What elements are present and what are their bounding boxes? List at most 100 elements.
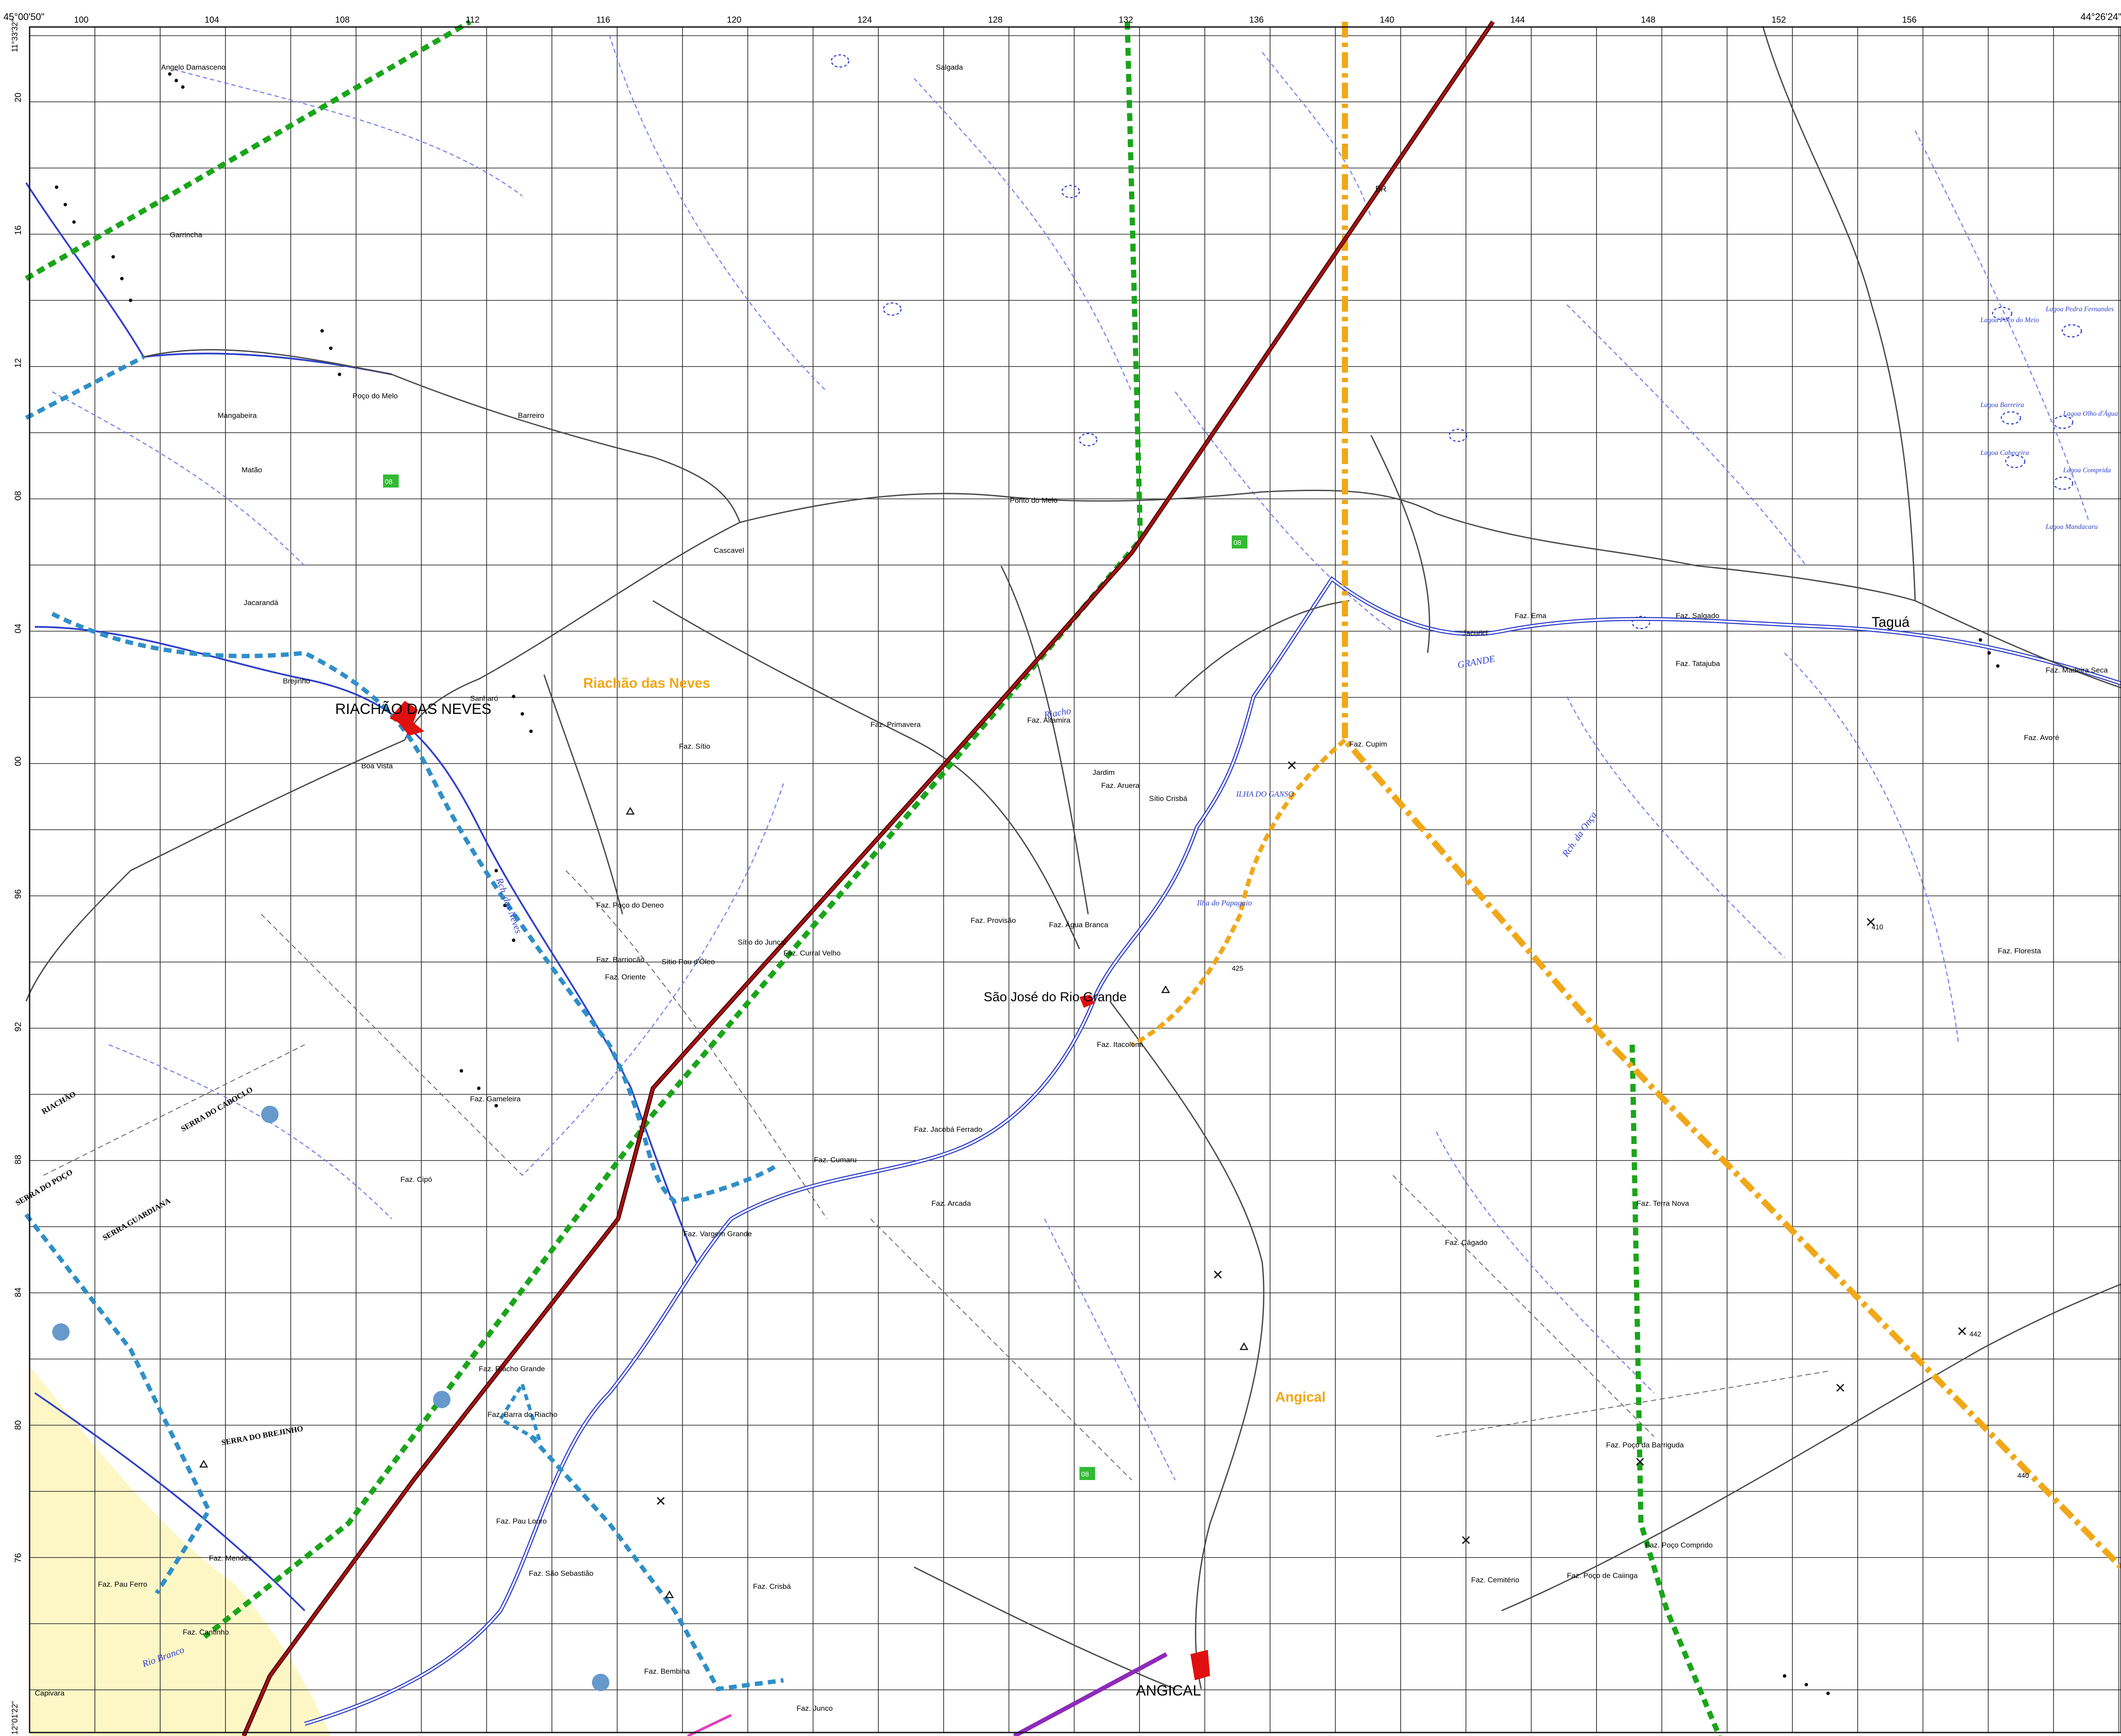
locality-label: Faz. Cipó — [400, 1175, 432, 1184]
locality-label: Sanharó — [470, 694, 498, 703]
locality-label: Jacurici — [1462, 629, 1488, 637]
top-tick-labels: 100 104 108 112 116 120 124 128 132 136 140 144 148 1… — [74, 15, 1916, 25]
left-tick-label: 76 — [13, 1553, 23, 1563]
lagoa-label: Lagoa Barreira — [1980, 401, 2024, 409]
locality-label: Brejinho — [283, 677, 310, 685]
left-tick-label: 08 — [13, 491, 23, 501]
administrative-boundaries — [24, 19, 2121, 1736]
locality-label: Faz. Oriente — [605, 973, 646, 981]
locality-labels: Angelo Damasceno Garrincha Poço do Melo … — [35, 63, 2108, 1712]
left-tick-label: 84 — [13, 1288, 23, 1297]
spot-height: 425 — [1232, 965, 1244, 972]
lagoa-label: Lagoa Comprida — [2063, 467, 2111, 474]
spot-height: 442 — [1970, 1331, 1981, 1338]
locality-label: Poço do Melo — [353, 392, 398, 400]
locality-label: Faz. Itacolomi — [1097, 1040, 1143, 1049]
blue-badge — [433, 1391, 450, 1408]
island-labels: ILHA DO GANSO Ilha do Papagaio — [1197, 790, 1294, 907]
left-tick-label: 96 — [13, 889, 23, 899]
x-markers — [656, 761, 1966, 1544]
lagoa-label: Lagoa Pedra Fernandes — [2045, 306, 2114, 313]
locality-label: Faz. Água Branca — [1049, 921, 1109, 929]
city-label-tagua: Taguá — [1872, 614, 1909, 630]
locality-label: Matão — [242, 466, 262, 474]
locality-label: Faz. Tatajuba — [1676, 659, 1720, 668]
municipality-label-angical: Angical — [1275, 1389, 1326, 1405]
road-label: BR — [1375, 185, 1386, 193]
corner-label-left-top: 11°33'32" — [10, 19, 19, 52]
locality-label: Faz. Poço do Deneo — [596, 901, 664, 909]
road-labels: BR 08 08 08 — [385, 185, 1386, 1478]
island-label: ILHA DO GANSO — [1236, 790, 1294, 798]
top-tick-label: 108 — [335, 15, 350, 25]
locality-label: Faz. Terra Nova — [1637, 1199, 1689, 1208]
top-tick-label: 136 — [1249, 15, 1264, 25]
locality-label: Faz. Crisbá — [753, 1582, 791, 1591]
locality-label: Faz. Ema — [1515, 612, 1546, 620]
left-tick-label: 80 — [13, 1420, 23, 1430]
green-badge — [1232, 535, 1247, 548]
left-tick-label: 88 — [13, 1155, 23, 1164]
locality-label: Cascavel — [714, 546, 744, 555]
locality-label: Angelo Damasceno — [161, 63, 225, 71]
locality-label: Faz. Junco — [797, 1704, 833, 1712]
city-label-riachao: RIACHÃO DAS NEVES — [335, 701, 491, 717]
locality-label: Faz. Floresta — [1998, 947, 2041, 955]
urban-sao-jose — [1079, 995, 1095, 1008]
green-badge — [383, 474, 399, 488]
route-badges — [52, 474, 1247, 1691]
spot-markers — [199, 807, 1249, 1598]
badge-label: 08 — [385, 478, 393, 486]
locality-label: Jardim — [1092, 768, 1115, 777]
top-tick-label: 128 — [988, 15, 1002, 25]
locality-label: Garrincha — [170, 231, 202, 239]
purple-road — [1013, 1652, 1168, 1736]
locality-label: Faz. Poço de Caiinga — [1567, 1571, 1638, 1580]
locality-label: Faz. Altamira — [1027, 716, 1071, 724]
locality-label: Faz. Avoré — [2024, 733, 2059, 742]
spot-height: 440 — [2017, 1472, 2029, 1480]
corner-label-top-right: 44°26'24" — [2081, 11, 2121, 22]
locality-label: Faz. Arcada — [931, 1199, 971, 1208]
locality-label: Faz. Riacho Grande — [479, 1365, 545, 1373]
locality-label: Faz. Poço Comprido — [1645, 1541, 1713, 1549]
locality-label: Faz. Madeira Seca — [2046, 666, 2108, 674]
left-tick-label: 92 — [13, 1022, 23, 1032]
green-badge — [1079, 1467, 1095, 1480]
left-tick-label: 00 — [13, 757, 23, 766]
locality-label: Faz. Cumaru — [814, 1156, 857, 1164]
spot-height: 410 — [1872, 924, 1883, 931]
top-tick-label: 148 — [1641, 15, 1655, 25]
locality-label: Faz. Cágado — [1445, 1238, 1487, 1247]
roads — [25, 26, 2121, 1690]
locality-label: Faz. Bembina — [644, 1667, 690, 1675]
locality-label: Faz. Aruera — [1101, 781, 1139, 790]
locality-label: Capivara — [35, 1689, 65, 1697]
top-tick-label: 112 — [466, 15, 480, 25]
left-tick-label: 20 — [13, 93, 23, 102]
locality-label: Sítio do Juncal — [738, 938, 787, 946]
locality-label: Faz. Provisão — [971, 916, 1016, 925]
left-tick-labels: 20 16 12 08 04 00 96 92 88 84 80 76 — [13, 93, 23, 1563]
top-tick-label: 116 — [596, 15, 610, 25]
locality-label: Jacarandá — [244, 599, 279, 607]
island-label: Ilha do Papagaio — [1197, 898, 1252, 907]
locality-label: Faz. Vargem Grande — [683, 1230, 752, 1238]
top-tick-label: 120 — [727, 15, 741, 25]
lagoas — [830, 54, 2082, 629]
left-tick-label: 12 — [13, 358, 23, 368]
top-tick-label: 100 — [74, 15, 88, 25]
locality-label: Faz. Primavera — [871, 720, 921, 729]
locality-label: Faz. Curral Velho — [783, 949, 840, 957]
corner-label-left-bottom: 12°01'22" — [10, 1701, 19, 1735]
locality-label: Sítio Crisbá — [1149, 794, 1187, 803]
blue-badge — [52, 1323, 70, 1341]
lagoa-labels: Lagoa Poço do Meio Lagoa Pedra Fernandes… — [1980, 306, 2118, 531]
stream-network — [52, 34, 2090, 1480]
left-tick-label: 04 — [13, 624, 23, 633]
municipality-label-riachao: Riachão das Neves — [583, 675, 710, 691]
locality-label: Faz. Pau Louro — [496, 1517, 547, 1525]
lagoa-label: Lagoa Cabeceira — [1980, 449, 2029, 457]
